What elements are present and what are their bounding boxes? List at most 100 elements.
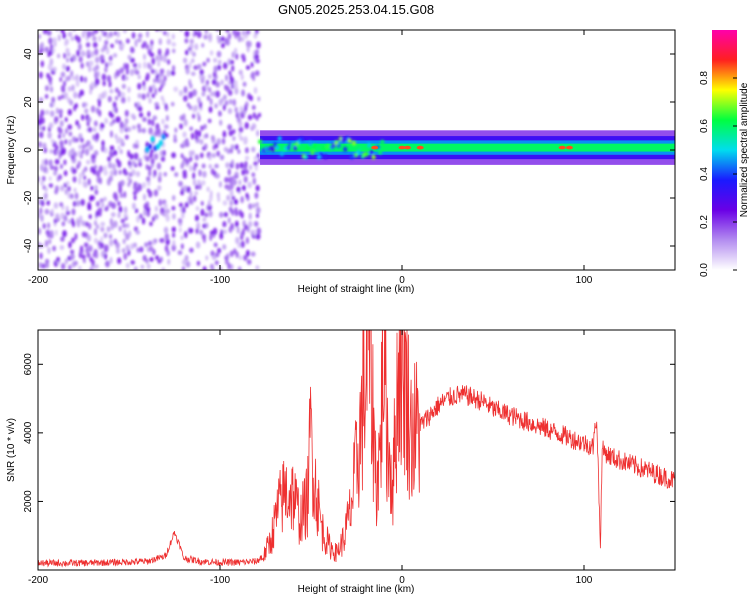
heatmap-cell xyxy=(152,115,158,121)
heatmap-cell xyxy=(179,123,183,130)
heatmap-cell xyxy=(197,63,202,70)
heatmap-cell xyxy=(192,179,197,186)
heatmap-cell xyxy=(188,228,194,234)
heatmap-cell xyxy=(210,168,215,176)
heatmap-cell xyxy=(108,161,112,169)
heatmap-cell xyxy=(253,86,258,94)
heatmap-cell xyxy=(48,159,53,167)
heatmap-cell xyxy=(113,31,117,36)
heatmap-cell xyxy=(67,185,71,192)
heatmap-cell xyxy=(38,227,42,235)
heatmap-peak xyxy=(403,145,411,150)
heatmap-cell xyxy=(200,201,204,206)
heatmap-cell xyxy=(343,146,348,152)
heatmap-cell xyxy=(171,65,176,72)
heatmap-cell xyxy=(202,170,207,178)
heatmap-cell xyxy=(136,101,141,108)
heatmap-cell xyxy=(118,40,122,45)
heatmap-cell xyxy=(125,68,130,75)
colorbar-label: Normalized spectral amplitude xyxy=(739,82,750,217)
heatmap-cell xyxy=(60,30,65,34)
heatmap-cell xyxy=(72,30,76,32)
heatmap-cell xyxy=(108,31,114,38)
heatmap-cell xyxy=(177,218,183,224)
heatmap-cell xyxy=(124,123,128,130)
x-tick-label: -200 xyxy=(28,575,48,586)
heatmap-cell xyxy=(117,90,122,98)
heatmap-cell xyxy=(240,74,244,81)
heatmap-cell xyxy=(195,206,200,211)
heatmap-cell xyxy=(230,159,235,167)
heatmap-cell xyxy=(94,164,97,170)
heatmap-cell xyxy=(194,129,199,136)
heatmap-cell xyxy=(204,30,209,35)
heatmap-cell xyxy=(138,161,142,167)
heatmap-cell xyxy=(50,208,54,214)
heatmap-cell xyxy=(110,212,116,218)
heatmap-cell xyxy=(234,80,238,85)
heatmap-cell xyxy=(254,54,259,60)
heatmap-cell xyxy=(78,177,82,185)
heatmap-cell xyxy=(90,105,96,113)
heatmap-cell xyxy=(131,160,136,166)
heatmap-cell xyxy=(82,258,86,264)
heatmap-cell xyxy=(96,71,100,78)
heatmap-cell xyxy=(115,248,121,254)
heatmap-cell xyxy=(195,228,199,234)
heatmap-cell xyxy=(252,112,257,119)
heatmap-cell xyxy=(54,116,59,123)
heatmap-cell xyxy=(86,252,91,258)
heatmap-cell xyxy=(226,148,231,155)
heatmap-cell xyxy=(84,166,88,172)
heatmap-cell xyxy=(81,231,87,238)
heatmap-cell xyxy=(134,139,140,145)
heatmap-cell xyxy=(85,61,90,67)
heatmap-cell xyxy=(165,208,171,214)
heatmap-cell xyxy=(78,265,82,270)
heatmap-cell xyxy=(247,114,253,121)
heatmap-cell xyxy=(319,152,324,158)
heatmap-cell xyxy=(47,30,52,36)
heatmap-cell xyxy=(103,232,108,239)
heatmap-cell xyxy=(81,254,86,260)
heatmap-cell xyxy=(106,75,112,83)
heatmap-cell xyxy=(218,59,222,65)
heatmap-cell xyxy=(153,153,159,160)
heatmap-cell xyxy=(63,170,68,177)
heatmap-cell xyxy=(49,165,55,170)
heatmap-cell xyxy=(214,103,218,109)
heatmap-cell xyxy=(92,41,98,48)
heatmap-cell xyxy=(255,30,259,35)
heatmap-cell xyxy=(225,30,230,33)
heatmap-cell xyxy=(158,139,163,146)
heatmap-cell xyxy=(194,30,198,36)
heatmap-cell xyxy=(380,139,385,145)
heatmap-cell xyxy=(207,200,211,207)
heatmap-cell xyxy=(189,247,194,253)
heatmap-cell xyxy=(149,221,153,227)
heatmap-cell xyxy=(299,136,304,142)
heatmap-cell xyxy=(245,101,249,108)
heatmap-cell xyxy=(172,232,176,238)
heatmap-cell xyxy=(81,143,86,150)
heatmap-cell xyxy=(38,207,43,215)
heatmap-cell xyxy=(201,233,207,240)
heatmap-cell xyxy=(233,47,238,54)
heatmap-cell xyxy=(109,145,115,151)
heatmap-cell xyxy=(223,212,228,218)
heatmap-cell xyxy=(75,79,80,88)
heatmap-cell xyxy=(184,38,189,44)
heatmap-cell xyxy=(201,42,205,48)
heatmap-cell xyxy=(100,226,105,233)
heatmap-cell xyxy=(321,145,326,151)
heatmap-cell xyxy=(95,251,99,259)
heatmap-cell xyxy=(98,93,103,101)
heatmap-cell xyxy=(61,85,66,93)
heatmap-cell xyxy=(157,185,162,191)
heatmap-cell xyxy=(57,134,62,139)
heatmap-cell xyxy=(72,176,77,183)
heatmap-cell xyxy=(70,237,76,244)
heatmap-cell xyxy=(60,236,65,242)
heatmap-cell xyxy=(87,178,91,186)
heatmap-cell xyxy=(66,52,71,57)
